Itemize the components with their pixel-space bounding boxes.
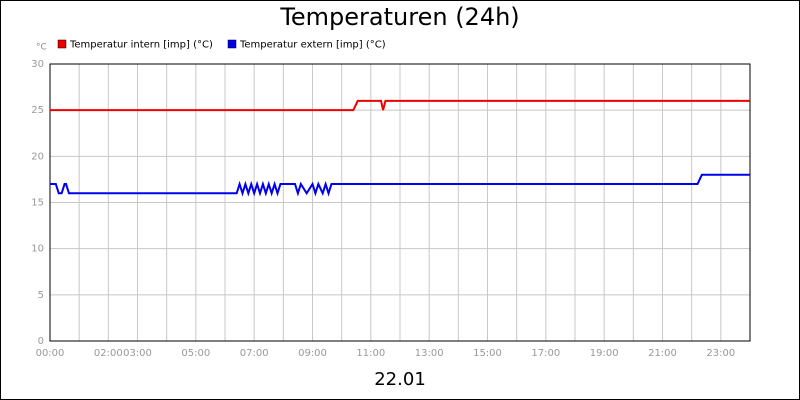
y-tick-label: 30 — [31, 59, 44, 70]
legend-label: Temperatur extern [imp] (°C) — [239, 40, 386, 51]
legend-swatch — [227, 39, 237, 49]
x-tick-label: 17:00 — [531, 348, 560, 359]
legend-label: Temperatur intern [imp] (°C) — [69, 40, 213, 51]
y-tick-label: 0 — [38, 336, 44, 347]
x-tick-label: 07:00 — [240, 348, 269, 359]
y-tick-label: 5 — [38, 290, 44, 301]
x-tick-label: 02:00 — [94, 348, 123, 359]
plot-frame — [49, 63, 751, 342]
legend-swatch — [57, 39, 67, 49]
x-tick-label: 09:00 — [298, 348, 327, 359]
x-axis-label: 22.01 — [374, 369, 426, 390]
x-tick-label: 21:00 — [648, 348, 677, 359]
y-tick-label: 15 — [31, 198, 44, 209]
chart-title: Temperaturen (24h) — [279, 3, 519, 31]
x-tick-label: 05:00 — [181, 348, 210, 359]
x-tick-label: 11:00 — [356, 348, 385, 359]
y-unit: °C — [36, 43, 47, 53]
y-tick-label: 10 — [31, 244, 44, 255]
series-line — [50, 99, 750, 112]
x-tick-label: 00:00 — [36, 348, 65, 359]
series-line — [50, 173, 750, 197]
x-tick-label: 23:00 — [706, 348, 735, 359]
x-tick-label: 03:00 — [123, 348, 152, 359]
x-tick-label: 15:00 — [473, 348, 502, 359]
y-tick-label: 20 — [31, 151, 44, 162]
y-tick-label: 25 — [31, 105, 44, 116]
x-tick-label: 19:00 — [590, 348, 619, 359]
x-tick-label: 13:00 — [415, 348, 444, 359]
